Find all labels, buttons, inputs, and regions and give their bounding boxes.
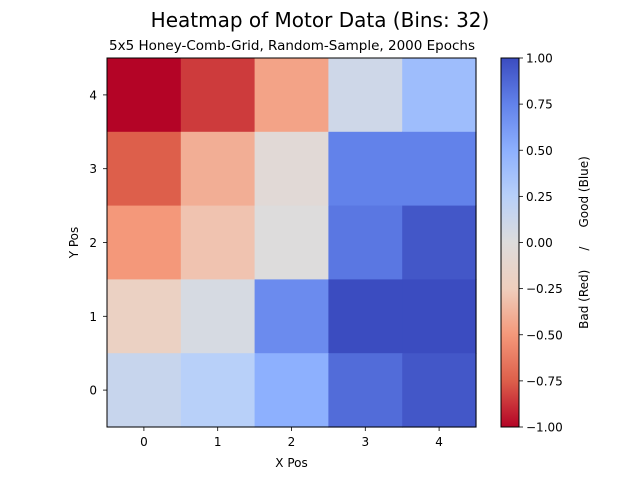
heatmap-cell — [107, 279, 182, 354]
colorbar-tick-label: −0.50 — [526, 328, 563, 342]
heatmap-cell — [107, 353, 182, 428]
heatmap-cell — [180, 279, 256, 354]
y-axis-ticks: 0 1 2 3 4 — [89, 88, 107, 398]
colorbar-ticks: 1.00 0.75 0.50 0.25 0.00 −0.25 −0.50 −0.75 −1.00 — [519, 52, 563, 435]
heatmap-cell — [180, 58, 256, 133]
y-axis-label: Y Pos — [67, 227, 81, 260]
colorbar-tick-label: 1.00 — [526, 52, 553, 66]
heatmap-cell — [180, 205, 256, 280]
y-tick-label: 2 — [89, 236, 97, 250]
heatmap-cell — [254, 353, 329, 428]
heatmap-cell — [402, 205, 477, 280]
x-axis-label: X Pos — [275, 456, 307, 470]
heatmap-cell — [180, 131, 256, 207]
heatmap-cell — [328, 58, 403, 133]
heatmap-cell — [328, 279, 403, 354]
colorbar — [500, 57, 520, 428]
colorbar-tick-label: −0.25 — [526, 282, 563, 296]
heatmap-cell — [328, 205, 403, 280]
heatmap-cell — [328, 353, 403, 428]
heatmap-cells — [107, 58, 477, 428]
chart-title: Heatmap of Motor Data (Bins: 32) — [151, 8, 490, 32]
heatmap-cell — [402, 279, 477, 354]
y-tick-label: 4 — [89, 88, 97, 102]
y-tick-label: 1 — [89, 310, 97, 324]
x-tick-label: 2 — [288, 435, 296, 449]
colorbar-tick-label: 0.00 — [526, 236, 553, 250]
colorbar-tick-label: −1.00 — [526, 421, 563, 435]
heatmap-cell — [180, 353, 256, 428]
y-tick-label: 3 — [89, 162, 97, 176]
heatmap-cell — [107, 58, 182, 133]
heatmap-cell — [402, 353, 477, 428]
heatmap-cell — [107, 205, 182, 280]
chart-subtitle: 5x5 Honey-Comb-Grid, Random-Sample, 2000… — [109, 38, 475, 54]
heatmap-cell — [402, 58, 477, 133]
heatmap-cell — [107, 131, 182, 207]
heatmap-cell — [328, 131, 403, 207]
heatmap-cell — [402, 131, 477, 207]
heatmap-cell — [254, 131, 329, 207]
x-axis-ticks: 0 1 2 3 4 — [140, 427, 443, 449]
heatmap-cell — [254, 279, 329, 354]
colorbar-tick-label: 0.50 — [526, 144, 553, 158]
heatmap-cell — [254, 58, 329, 133]
x-tick-label: 1 — [214, 435, 222, 449]
heatmap-cell — [254, 205, 329, 280]
colorbar-tick-label: 0.25 — [526, 190, 553, 204]
colorbar-tick-label: 0.75 — [526, 98, 553, 112]
x-tick-label: 0 — [140, 435, 148, 449]
y-tick-label: 0 — [89, 384, 97, 398]
colorbar-tick-label: −0.75 — [526, 374, 563, 388]
x-tick-label: 4 — [435, 435, 443, 449]
x-tick-label: 3 — [361, 435, 369, 449]
colorbar-label: Bad (Red) / Good (Blue) — [577, 156, 591, 329]
